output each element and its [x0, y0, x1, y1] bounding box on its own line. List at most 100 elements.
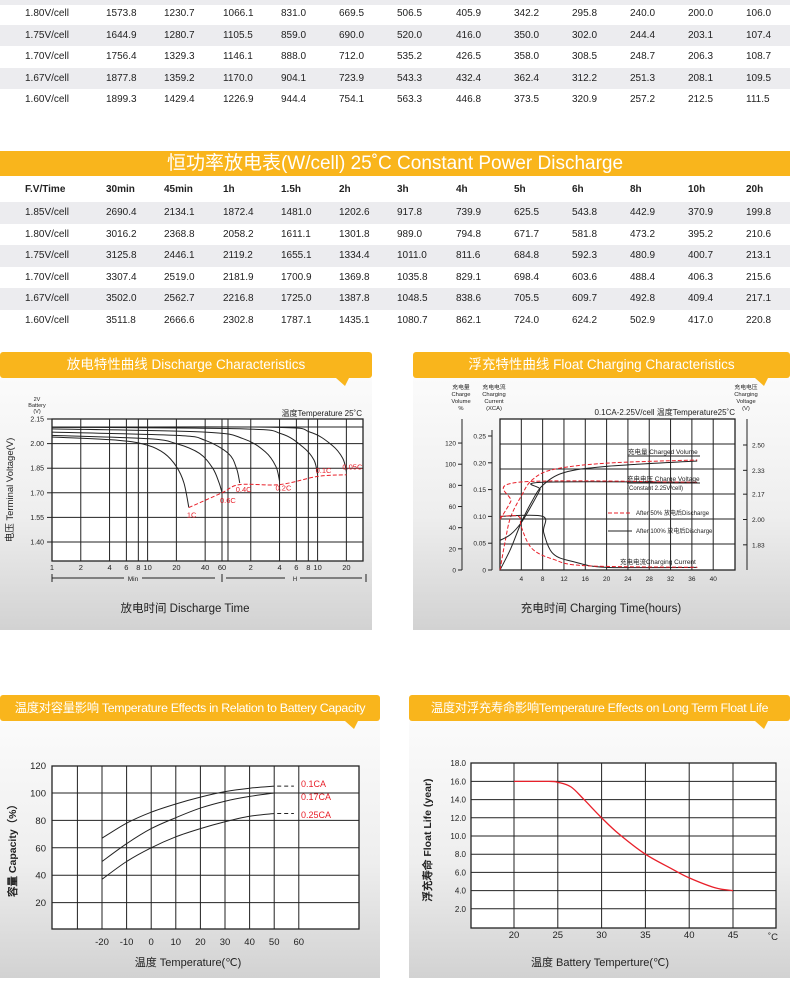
current-axis-title: Current	[484, 399, 504, 405]
table-cell: 446.8	[456, 94, 482, 105]
column-header: 1h	[223, 184, 235, 195]
x-tick-label: 20	[195, 937, 206, 948]
banner-tail	[755, 378, 768, 386]
column-header: 6h	[572, 184, 584, 195]
y-tick-label: 14.0	[450, 796, 466, 805]
table-cell: 1872.4	[223, 207, 254, 218]
column-header: 5h	[514, 184, 526, 195]
table-row: 1.80V/cell 1573.8 1230.7 1066.1 831.0 669.5 50…	[0, 3, 790, 25]
y-tick-label: 2.0	[455, 905, 467, 914]
column-header: 3h	[397, 184, 409, 195]
plot-area	[470, 762, 777, 929]
table-cell: 506.5	[397, 8, 423, 19]
table-cell: 210.6	[746, 228, 772, 240]
table-cell: 1899.3	[106, 94, 137, 105]
table-cell: 624.2	[572, 314, 598, 326]
table-cell: 395.2	[688, 228, 714, 240]
capacity-curve-0.25CA	[101, 813, 275, 880]
table-cell: 1035.8	[397, 271, 428, 283]
table-cell: 563.3	[397, 94, 423, 105]
table-cell: 698.4	[514, 271, 540, 283]
table-cell: 671.7	[514, 228, 540, 240]
column-header: F.V/Time	[25, 184, 66, 195]
x-tick-label: 32	[667, 576, 675, 583]
table-cell: 862.1	[456, 314, 482, 326]
current-tick-label: 0.10	[473, 514, 486, 521]
banner-tail	[755, 721, 768, 729]
volume-tick-label: 120	[445, 441, 456, 448]
table-cell: 1105.5	[223, 29, 253, 41]
x-tick-label: 30	[596, 930, 607, 941]
table-cell: 1329.3	[164, 51, 195, 62]
x-tick-label: 35	[640, 930, 651, 941]
table-cell: 829.1	[456, 271, 482, 283]
x-tick-label: 60	[218, 563, 226, 572]
column-header: 4h	[456, 184, 468, 195]
volume-tick-label: 100	[445, 462, 456, 469]
table-cell: 1080.7	[397, 314, 428, 326]
x-axis-title: 充电时间 Charging Time(hours)	[521, 601, 682, 615]
float-curve-voltage-100	[499, 481, 698, 541]
x-tick-label: 40	[201, 563, 209, 572]
series-label: 0.25CA	[301, 810, 331, 820]
x-axis-title: 温度 Battery Temperture(℃)	[531, 955, 669, 969]
temperature-note: 温度Temperature 25˚C	[282, 408, 363, 418]
y-tick-label: 1.85	[30, 466, 44, 473]
x-tick-label: 2	[249, 563, 253, 572]
voltage-tick-label: 2.17	[752, 492, 765, 499]
table-cell: 838.6	[456, 293, 482, 304]
x-tick-label: 6	[294, 563, 298, 572]
series-label: 0.4C	[236, 485, 252, 494]
column-header: 20h	[746, 184, 764, 195]
table-cell: 432.4	[456, 72, 482, 84]
x-unit-label: ˚C	[768, 932, 778, 943]
x-tick-label: 10	[171, 937, 182, 948]
x-tick-label: 4	[107, 563, 111, 572]
table-cell: 2134.1	[164, 207, 195, 218]
float-curve-current-100	[499, 514, 698, 569]
table-cell: 107.4	[746, 29, 772, 41]
table-cell: 248.7	[630, 51, 656, 62]
table-cell: 244.4	[630, 29, 656, 41]
voltage-tick-label: 1.83	[752, 542, 765, 549]
table-cell: 370.9	[688, 207, 714, 218]
x-tick-label: -10	[120, 937, 134, 948]
y-tick-label: 60	[35, 843, 46, 854]
row-label: 1.85V/cell	[25, 207, 69, 218]
charging-current-label: 充电电流Charging Current	[620, 557, 696, 566]
table-cell: 1877.8	[106, 72, 137, 84]
y-tick-label: 16.0	[450, 777, 466, 786]
x-tick-label: 10	[313, 563, 321, 572]
x-tick-label: 20	[509, 930, 520, 941]
y-axis-title: 电压 Terminal Voltage(V)	[4, 438, 16, 543]
column-header: 2h	[339, 184, 351, 195]
table-cell: 1756.4	[106, 51, 137, 62]
row-label: 1.80V/cell	[25, 8, 69, 19]
table-cell: 480.9	[630, 250, 656, 261]
table-cell: 203.1	[688, 29, 714, 41]
current-axis-title: (XCA)	[486, 406, 502, 412]
table-row: 1.60V/cell 3511.8 2666.6 2302.8 1787.1 1435.1…	[0, 310, 790, 332]
table-row: 1.70V/cell 1756.4 1329.3 1146.1 888.0 712.0 53…	[0, 46, 790, 68]
table-cell: 1011.0	[397, 250, 427, 261]
table-cell: 1644.9	[106, 29, 137, 41]
volume-axis-title: Charge	[451, 392, 470, 398]
table-cell: 1481.0	[281, 207, 312, 218]
table-cell: 724.0	[514, 314, 540, 326]
table-cell: 1202.6	[339, 207, 370, 218]
discharge-curve-0.05C	[51, 426, 347, 472]
table-top-strip	[0, 0, 790, 5]
float-curve-voltage-50	[499, 480, 698, 520]
y-tick-label: 18.0	[450, 759, 466, 768]
y-tick-label: 12.0	[450, 814, 466, 823]
table-cell: 416.0	[456, 29, 482, 41]
x-tick-label: 8	[136, 563, 140, 572]
table-cell: 358.0	[514, 51, 540, 62]
table-row: 1.80V/cell 3016.2 2368.8 2058.2 1611.1 1301.8…	[0, 224, 790, 246]
x-tick-label: 24	[624, 576, 632, 583]
voltage-axis-title: Voltage	[736, 399, 755, 405]
table-cell: 295.8	[572, 8, 598, 19]
table-cell: 108.7	[746, 51, 772, 62]
table-cell: 492.8	[630, 293, 656, 304]
